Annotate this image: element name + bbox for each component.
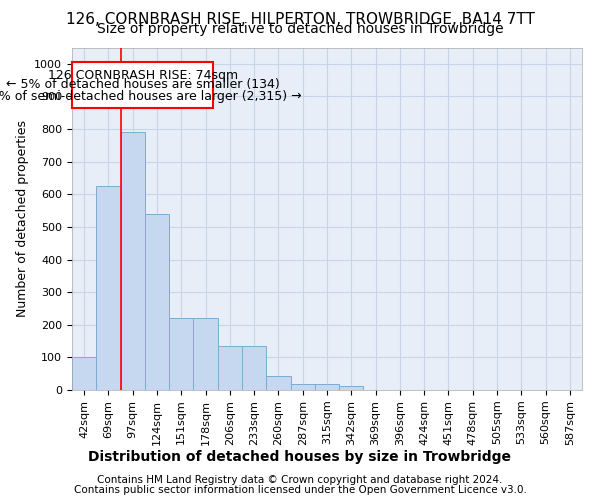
Bar	[242, 346, 266, 390]
Bar	[145, 214, 169, 390]
Bar	[121, 132, 145, 390]
Bar	[218, 346, 242, 390]
Bar	[315, 384, 339, 390]
Text: 126, CORNBRASH RISE, HILPERTON, TROWBRIDGE, BA14 7TT: 126, CORNBRASH RISE, HILPERTON, TROWBRID…	[65, 12, 535, 28]
Text: Contains public sector information licensed under the Open Government Licence v3: Contains public sector information licen…	[74, 485, 526, 495]
Text: 126 CORNBRASH RISE: 74sqm: 126 CORNBRASH RISE: 74sqm	[47, 68, 238, 82]
Bar	[339, 386, 364, 390]
Bar	[96, 186, 121, 390]
Bar	[193, 318, 218, 390]
Text: Size of property relative to detached houses in Trowbridge: Size of property relative to detached ho…	[97, 22, 503, 36]
Bar	[169, 318, 193, 390]
Text: Distribution of detached houses by size in Trowbridge: Distribution of detached houses by size …	[89, 450, 511, 464]
Bar	[266, 376, 290, 390]
Bar	[73, 62, 213, 108]
Y-axis label: Number of detached properties: Number of detached properties	[16, 120, 29, 318]
Text: ← 5% of detached houses are smaller (134): ← 5% of detached houses are smaller (134…	[6, 78, 280, 92]
Bar	[72, 358, 96, 390]
Text: Contains HM Land Registry data © Crown copyright and database right 2024.: Contains HM Land Registry data © Crown c…	[97, 475, 503, 485]
Text: 94% of semi-detached houses are larger (2,315) →: 94% of semi-detached houses are larger (…	[0, 90, 302, 103]
Bar	[290, 384, 315, 390]
